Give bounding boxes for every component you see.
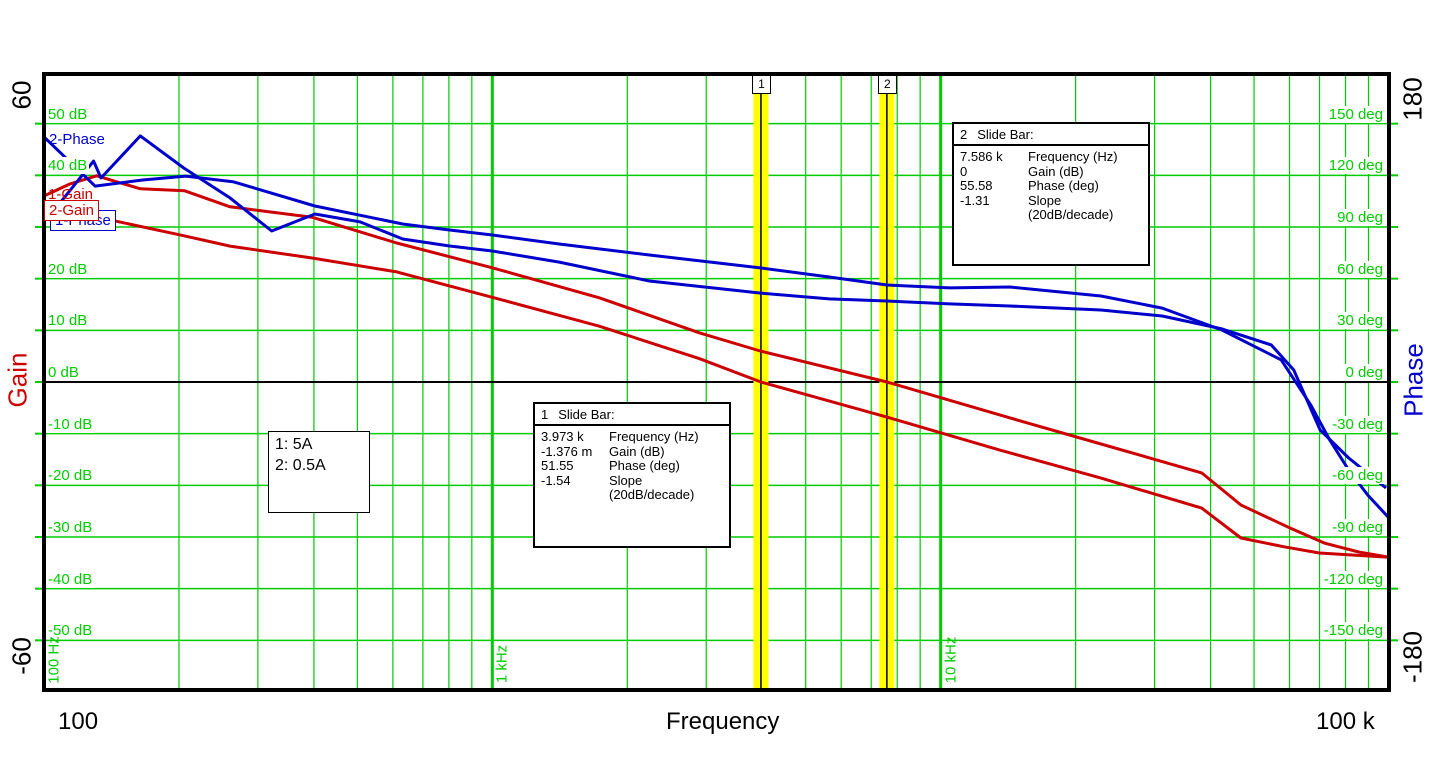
curve-1-Phase[interactable] <box>43 134 1387 490</box>
decade-label: 100 Hz <box>45 636 63 684</box>
gain-tick-label: 20 dB <box>46 260 90 278</box>
legend-line-2: 2: 0.5A <box>275 457 326 474</box>
curve-label-phase2[interactable]: 2-Phase <box>49 131 105 148</box>
decade-label: 10 kHz <box>942 636 960 684</box>
phase-tick-label: -150 deg <box>1321 622 1385 640</box>
phase-tick-label: 120 deg <box>1326 157 1385 175</box>
gain-tick-label: 10 dB <box>46 312 90 330</box>
slide-bar-1-info-rows: 3.973 k Frequency (Hz) -1.376 m Gain (dB) 51… <box>535 426 729 507</box>
legend-line-1: 1: 5A <box>275 436 313 453</box>
gain-tick-label: 0 dB <box>46 364 81 381</box>
info-row: -1.31 Slope (20dB/decade) <box>960 192 1114 222</box>
legend-box[interactable]: 1: 5A 2: 0.5A <box>268 431 370 513</box>
phase-tick-label: 60 deg <box>1335 260 1385 278</box>
plot-border <box>42 72 1391 692</box>
gain-tick-label: -20 dB <box>46 467 95 485</box>
phase-tick-label: 150 deg <box>1326 105 1385 123</box>
slide-bar-1-info-box[interactable]: 1 Slide Bar: 3.973 k Frequency (Hz) -1.376 … <box>533 402 731 548</box>
gain-tick-label: 50 dB <box>46 105 90 123</box>
info-row: 0 Gain (dB) <box>960 163 1084 179</box>
gain-tick-label: -40 dB <box>46 570 95 588</box>
gain-axis-title: Gain <box>2 352 33 408</box>
slide-bar-handle-1[interactable]: 1 <box>751 75 771 94</box>
phase-tick-label: -90 deg <box>1330 519 1385 537</box>
slide-bar-handle-2[interactable]: 2 <box>877 75 897 94</box>
phase-tick-label: 90 deg <box>1335 208 1385 226</box>
phase-tick-label: -30 deg <box>1330 415 1385 433</box>
info-row: -1.376 m Gain (dB) <box>541 443 665 459</box>
slide-bar-2-info-title: 2 Slide Bar: <box>954 124 1148 146</box>
info-row: 55.58 Phase (deg) <box>960 178 1099 193</box>
gain-tick-label: -10 dB <box>46 415 95 433</box>
info-row: -1.54 Slope (20dB/decade) <box>541 472 695 502</box>
curve-label-gain2[interactable]: 2-Gain <box>44 200 100 221</box>
phase-tick-label: 0 deg <box>1343 364 1385 381</box>
gain-axis-min: -60 <box>6 637 37 675</box>
slide-bar-2-info-box[interactable]: 2 Slide Bar: 7.586 k Frequency (Hz) 0 Gain (… <box>952 122 1150 266</box>
phase-tick-label: 30 deg <box>1335 312 1385 330</box>
curve-label-gain1[interactable]: 1-Gain <box>48 186 94 203</box>
gain-tick-label: -50 dB <box>46 622 95 640</box>
phase-axis-max: 180 <box>1397 77 1428 121</box>
phase-tick-label: -120 deg <box>1321 570 1385 588</box>
info-row: 51.55 Phase (deg) <box>541 458 680 473</box>
curve-2-Gain[interactable] <box>43 174 1390 559</box>
info-row: 7.586 k Frequency (Hz) <box>960 149 1118 164</box>
gain-axis-max: 60 <box>6 80 37 110</box>
info-row: 3.973 k Frequency (Hz) <box>541 429 699 444</box>
slide-bar-2-info-rows: 7.586 k Frequency (Hz) 0 Gain (dB) 55.58 Phas… <box>954 146 1148 227</box>
curve-1-Gain[interactable] <box>43 218 1390 559</box>
gain-tick-label: 40 dB <box>46 157 90 175</box>
phase-tick-label: -60 deg <box>1330 467 1385 485</box>
x-axis-min-label: 100 <box>58 708 99 735</box>
x-axis-max-label: 100 k <box>1316 708 1375 735</box>
phase-axis-min: -180 <box>1397 630 1428 684</box>
slide-bar-1-info-title: 1 Slide Bar: <box>535 404 729 426</box>
phase-axis-title: Phase <box>1398 343 1429 417</box>
decade-label: 1 kHz <box>493 644 511 684</box>
gain-tick-label: -30 dB <box>46 519 95 536</box>
curve-2-Phase[interactable] <box>42 135 1391 520</box>
x-axis-title: Frequency <box>666 708 780 735</box>
